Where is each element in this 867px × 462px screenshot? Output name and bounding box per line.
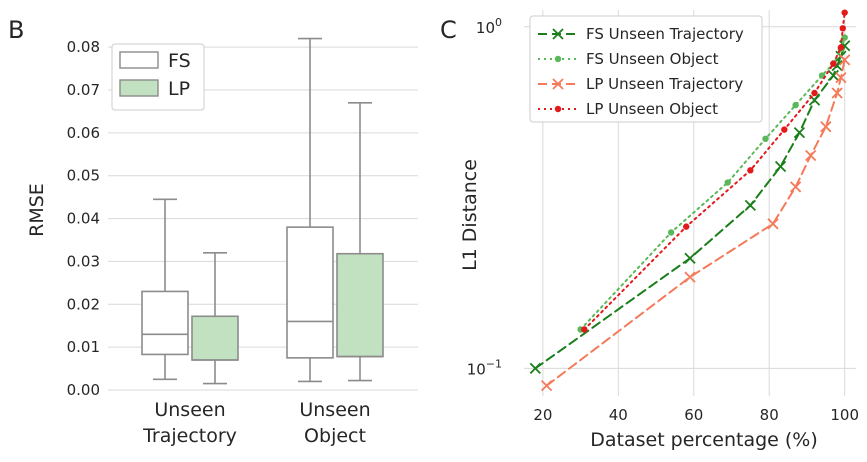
series-marker-2 bbox=[540, 380, 553, 392]
series-marker-3 bbox=[841, 9, 848, 16]
x-tick-label: 60 bbox=[684, 406, 703, 424]
legend: FS Unseen Trajectory FS Unseen Object LP U… bbox=[529, 15, 763, 123]
y-tick-label: 10−1 bbox=[467, 357, 502, 378]
series-marker-0 bbox=[827, 69, 840, 82]
series-marker-2 bbox=[789, 181, 802, 193]
box-fs bbox=[286, 226, 334, 359]
y-tick-label: 0.08 bbox=[67, 38, 100, 56]
series-marker-3 bbox=[747, 167, 754, 174]
legend-frame bbox=[529, 15, 763, 123]
x-axis-label: Dataset percentage (%) bbox=[590, 429, 818, 451]
x-category-label: Unseen bbox=[299, 399, 370, 421]
box-lp bbox=[191, 315, 239, 361]
y-tick-label: 100 bbox=[476, 16, 502, 37]
legend: FS LP bbox=[111, 43, 205, 111]
y-tick-label: 0.00 bbox=[67, 381, 100, 399]
x-category-label: Trajectory bbox=[142, 425, 237, 447]
series-marker-1 bbox=[841, 34, 848, 41]
legend-marker-0 bbox=[552, 28, 564, 40]
y-axis-label: RMSE bbox=[26, 183, 48, 237]
panel-c-label: C bbox=[440, 16, 457, 44]
legend-marker-1 bbox=[554, 55, 562, 63]
panel-c-linechart: 20 40 60 80 100 100 10−1 Dataset percentage (%)… bbox=[459, 9, 859, 451]
panel-b-label: B bbox=[8, 16, 24, 44]
series-marker-3 bbox=[781, 126, 788, 133]
x-tick-label: 20 bbox=[533, 406, 552, 424]
y-tick-label: 0.04 bbox=[67, 210, 100, 228]
series-marker-0 bbox=[793, 126, 806, 139]
legend-label-3: LP Unseen Object bbox=[586, 100, 718, 118]
legend-label-fs: FS bbox=[168, 50, 191, 72]
series-marker-3 bbox=[837, 44, 845, 51]
panel-b-boxplot: 0.00 0.01 0.02 0.03 0.04 0.05 0.06 0.07 0.08 RMSE… bbox=[26, 37, 418, 447]
series-marker-1 bbox=[667, 229, 675, 236]
legend-swatch-lp bbox=[119, 79, 159, 97]
series-line-0 bbox=[534, 44, 846, 370]
legend-marker-3 bbox=[554, 105, 562, 113]
legend-swatch-fs bbox=[119, 51, 159, 69]
x-tick-label: 100 bbox=[830, 406, 859, 424]
y-tick-label: 0.05 bbox=[67, 167, 100, 185]
series-marker-2 bbox=[767, 218, 779, 230]
series-marker-2 bbox=[684, 271, 696, 283]
series-marker-3 bbox=[581, 326, 588, 333]
y-tick-label: 0.07 bbox=[67, 81, 100, 99]
series-marker-0 bbox=[744, 199, 757, 212]
legend-label-1: FS Unseen Object bbox=[586, 50, 719, 68]
series-marker-2 bbox=[835, 71, 847, 84]
box-fs bbox=[141, 290, 189, 356]
x-category-label: Object bbox=[304, 425, 366, 447]
legend-label-lp: LP bbox=[168, 78, 190, 100]
series-marker-1 bbox=[724, 179, 731, 186]
series-marker-0 bbox=[684, 252, 696, 264]
legend-label-2: LP Unseen Trajectory bbox=[586, 75, 743, 93]
series-marker-3 bbox=[830, 60, 837, 67]
series-marker-2 bbox=[831, 87, 843, 99]
box-lp bbox=[336, 252, 384, 358]
y-tick-label: 0.01 bbox=[67, 338, 100, 356]
x-tick-label: 40 bbox=[609, 406, 628, 424]
x-category-label: Unseen bbox=[154, 399, 225, 421]
legend-label-0: FS Unseen Trajectory bbox=[586, 25, 744, 43]
series-marker-3 bbox=[839, 25, 846, 32]
series-marker-0 bbox=[529, 362, 541, 374]
series-marker-2 bbox=[820, 121, 832, 133]
y-axis-label: L1 Distance bbox=[459, 159, 481, 271]
series-marker-2 bbox=[839, 54, 851, 66]
series-marker-0 bbox=[774, 160, 787, 173]
y-tick-label: 0.03 bbox=[67, 252, 100, 270]
series-marker-1 bbox=[792, 101, 799, 109]
x-tick-label: 80 bbox=[760, 406, 779, 424]
series-marker-3 bbox=[811, 89, 818, 97]
y-tick-label: 0.06 bbox=[67, 124, 100, 142]
series-marker-3 bbox=[683, 223, 690, 230]
legend-marker-2 bbox=[552, 78, 564, 90]
y-tick-label: 0.02 bbox=[67, 295, 100, 313]
series-marker-2 bbox=[805, 149, 817, 162]
series-marker-1 bbox=[762, 135, 769, 143]
